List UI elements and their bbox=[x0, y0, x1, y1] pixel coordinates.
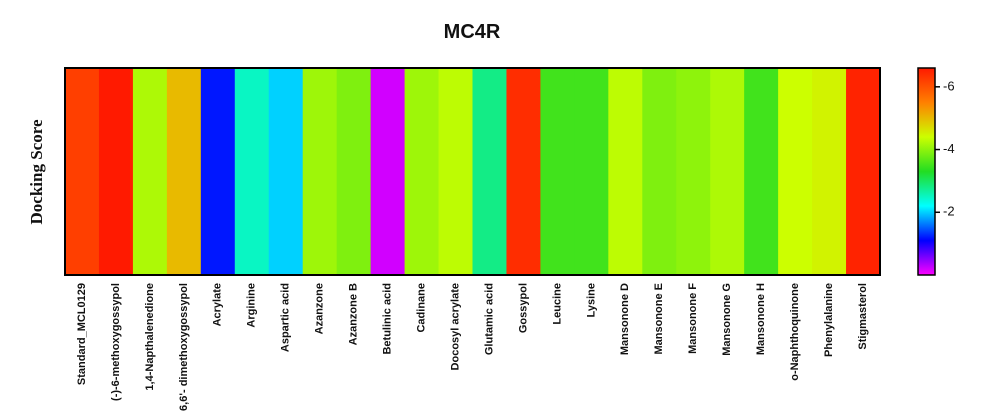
x-tick-label: o-Naphthoquinone bbox=[789, 283, 801, 381]
heat-cell bbox=[676, 68, 711, 275]
heat-cell bbox=[336, 68, 372, 275]
x-tick-label: 6,6'- dimethoxygossypol bbox=[178, 283, 190, 411]
x-tick-label: Mansonone E bbox=[653, 283, 665, 355]
x-tick-label: Azanzone B bbox=[348, 283, 360, 345]
plot-frame bbox=[64, 67, 881, 276]
colorbar bbox=[917, 67, 936, 276]
heat-cell bbox=[710, 68, 745, 275]
x-tick-label: Mansonone G bbox=[721, 283, 733, 356]
heat-cell bbox=[370, 68, 406, 275]
x-tick-label: 1,4-Napthalenedione bbox=[144, 283, 156, 391]
heat-cell bbox=[846, 68, 881, 275]
x-tick-label: Lysine bbox=[585, 283, 597, 317]
heat-cell bbox=[132, 68, 168, 275]
x-tick-label: Glutamic acid bbox=[483, 283, 495, 355]
heat-cell bbox=[200, 68, 236, 275]
x-tick-label: Mansonone H bbox=[755, 283, 767, 355]
x-tick-label: Mansonone D bbox=[619, 283, 631, 355]
x-tick-label: Cadinane bbox=[415, 283, 427, 333]
chart-title: MC4R bbox=[444, 21, 501, 43]
x-tick-label: (-)-6-methoxygossypol bbox=[110, 283, 122, 401]
x-tick-label: Mansonone F bbox=[687, 283, 699, 354]
heat-cell bbox=[540, 68, 575, 275]
heat-cell bbox=[166, 68, 202, 275]
x-tick-label: Acrylate bbox=[212, 283, 224, 326]
heat-cell bbox=[302, 68, 338, 275]
x-tick-label: Docosyl acrylate bbox=[449, 283, 461, 370]
x-tick-label: Azanzone bbox=[314, 283, 326, 334]
heat-cell bbox=[438, 68, 473, 275]
x-tick-label: Betulinic acid bbox=[382, 283, 394, 355]
x-tick-label: Stigmasterol bbox=[857, 283, 869, 350]
heat-cell bbox=[608, 68, 643, 275]
x-tick-label: Leucine bbox=[551, 283, 563, 325]
colorbar-tick-label: -6 bbox=[943, 78, 955, 93]
x-tick-label: Standard_MCL0129 bbox=[76, 283, 88, 385]
x-tick-label: Phenylalanine bbox=[823, 283, 835, 357]
heat-cell bbox=[98, 68, 134, 275]
x-tick-label: Arginine bbox=[246, 283, 258, 328]
x-tick-label: Aspartic acid bbox=[280, 283, 292, 352]
heat-cell bbox=[234, 68, 270, 275]
heat-cell bbox=[506, 68, 541, 275]
x-tick-label: Gossypol bbox=[517, 283, 529, 333]
heat-cell bbox=[65, 68, 100, 275]
heat-cell bbox=[472, 68, 507, 275]
heat-cell bbox=[778, 68, 813, 275]
colorbar-tick-label: -2 bbox=[943, 204, 955, 219]
colorbar-tick-label: -4 bbox=[943, 141, 955, 156]
y-axis-label: Docking Score bbox=[27, 119, 46, 224]
heat-cell bbox=[574, 68, 609, 275]
heat-cell bbox=[744, 68, 779, 275]
heat-cell bbox=[268, 68, 304, 275]
heat-cell bbox=[642, 68, 677, 275]
heat-cell bbox=[812, 68, 847, 275]
heat-cell bbox=[404, 68, 440, 275]
